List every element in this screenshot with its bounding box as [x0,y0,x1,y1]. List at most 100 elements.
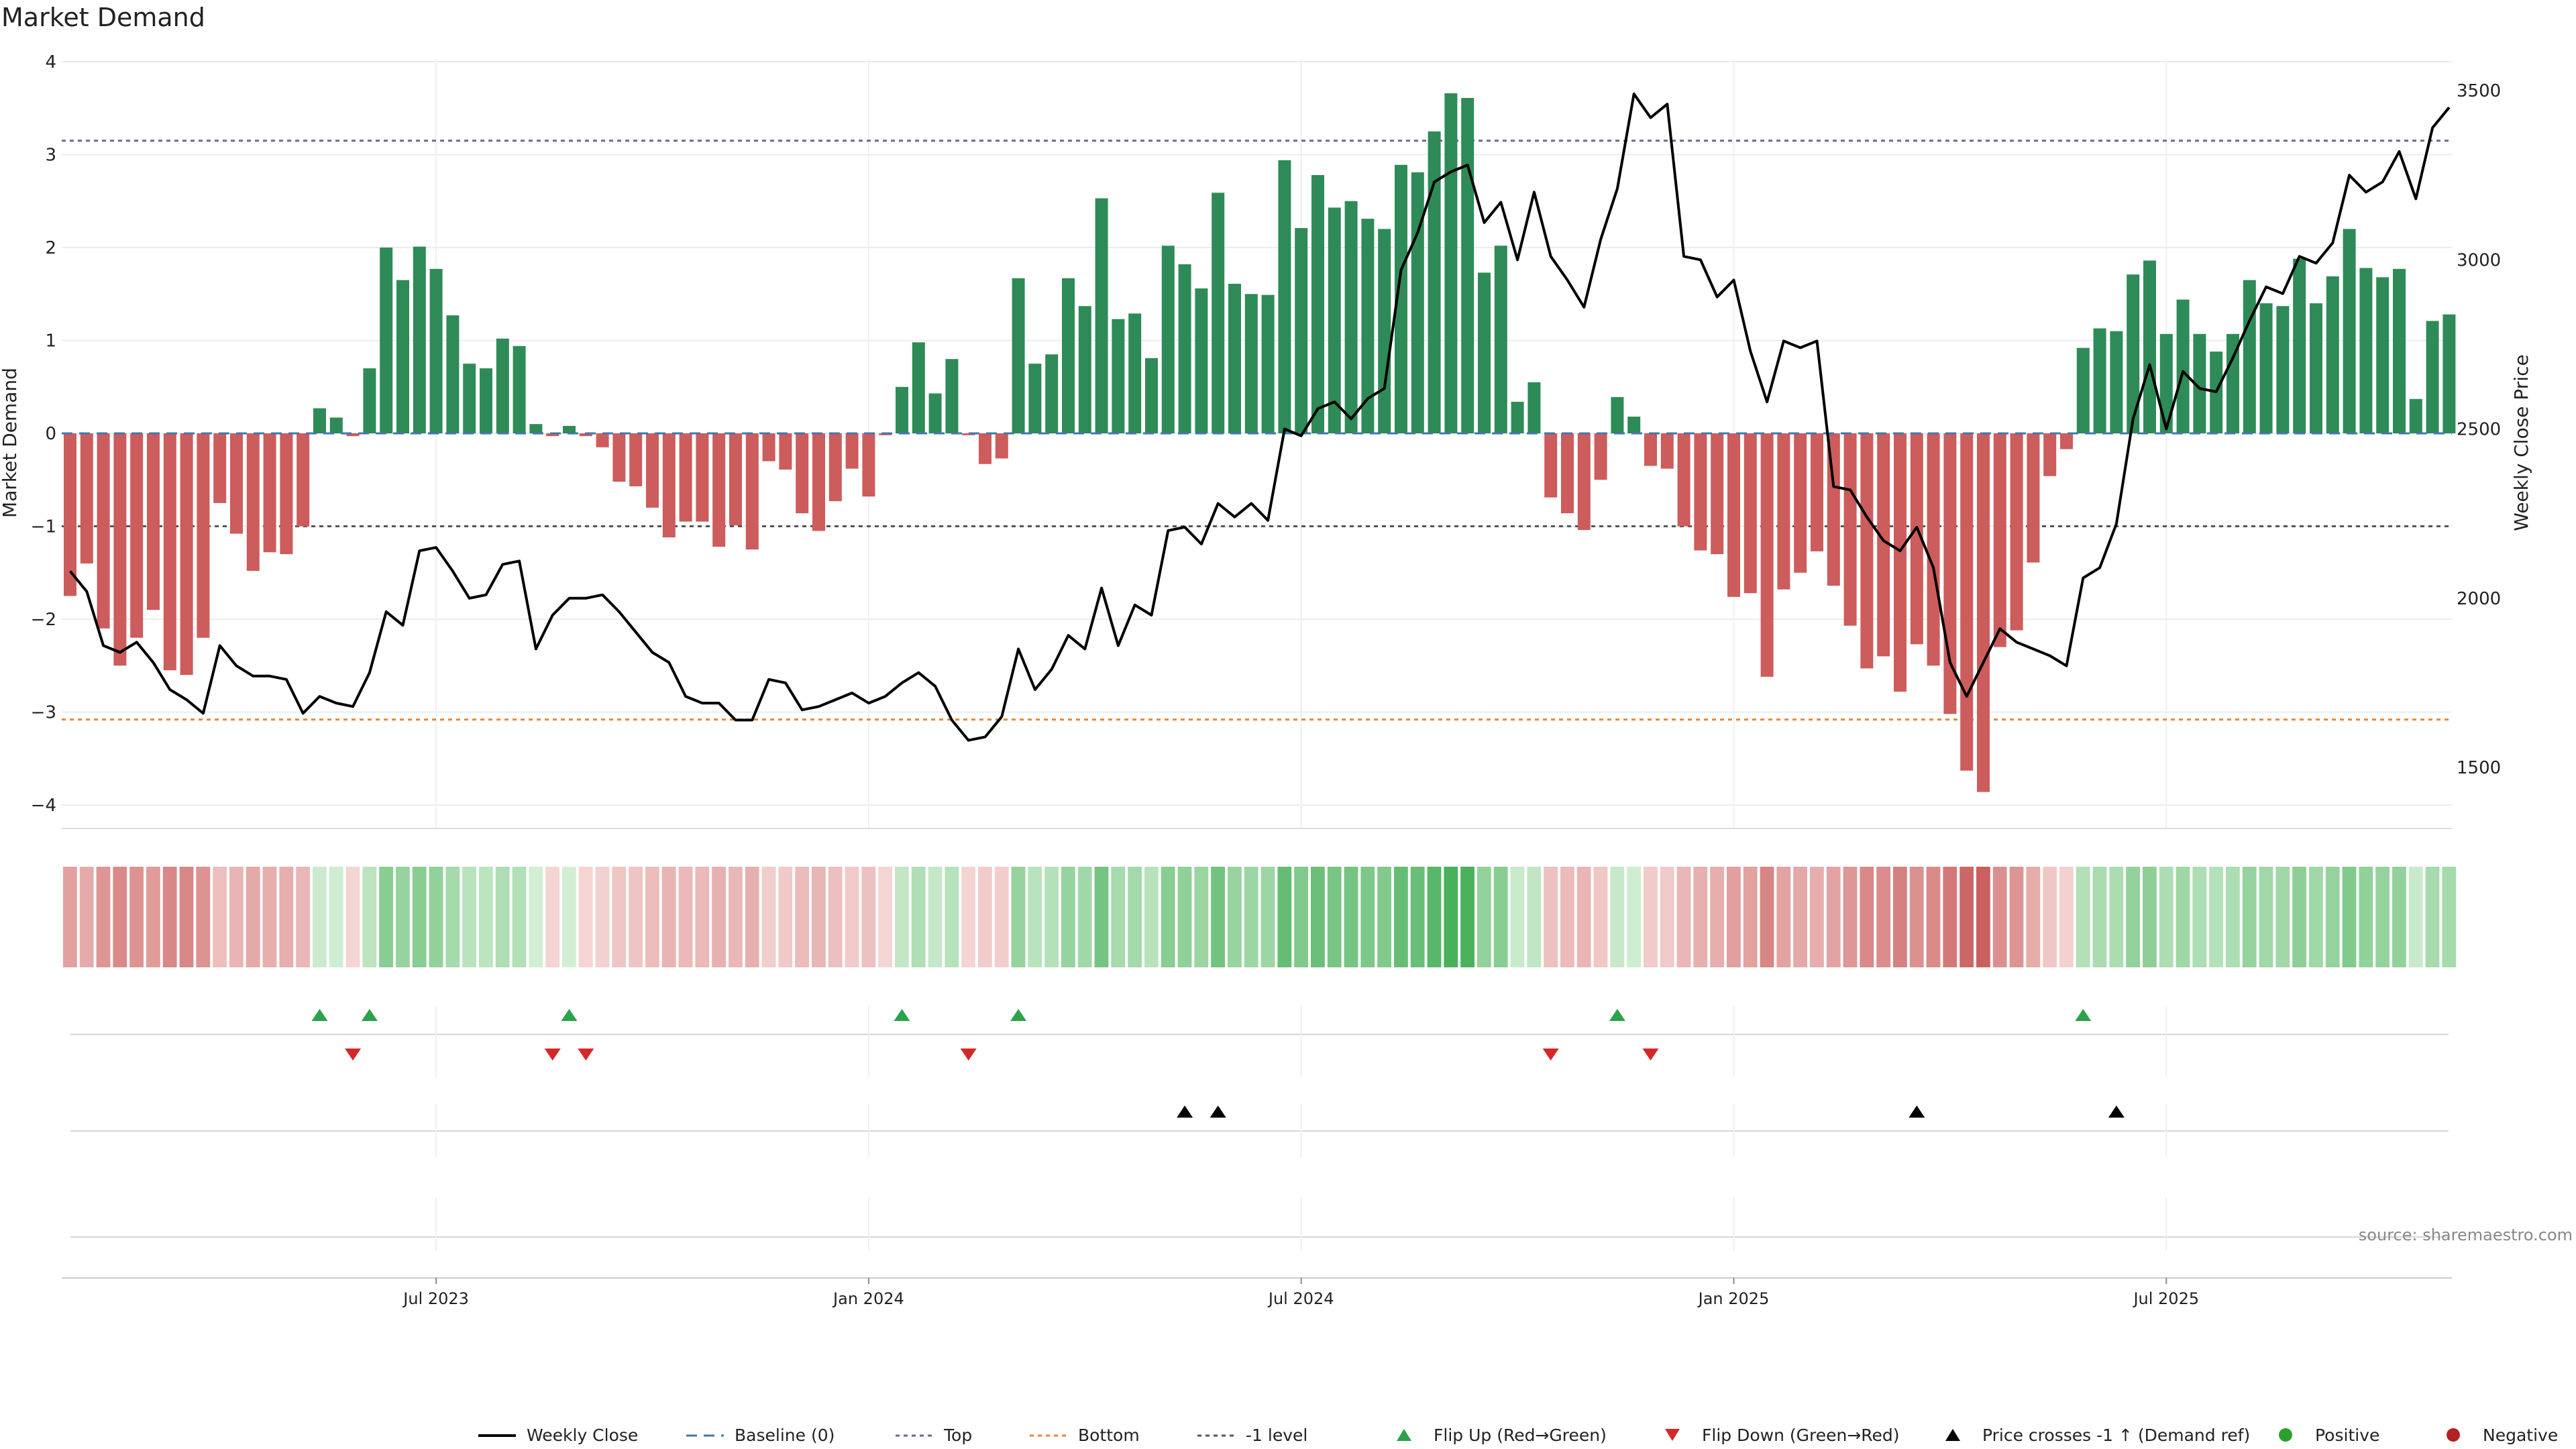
heat-cell [1311,867,1325,967]
demand-bar [2310,303,2322,433]
demand-bar [1743,433,1757,594]
x-tick-label: Jul 2024 [1267,1289,1334,1308]
heat-cell [1710,867,1724,967]
demand-bar [2243,280,2256,433]
flip-up-marker [561,1009,578,1021]
heat-cell [445,867,460,967]
demand-bar [1461,98,1474,433]
heat-cell [329,867,343,967]
heat-cell [928,867,943,967]
heat-cell [146,867,160,967]
demand-bar [979,433,991,464]
demand-bar [1112,319,1125,433]
heat-cell [1161,867,1175,967]
weekly-close-line [68,93,2451,742]
heat-cell [645,867,659,967]
demand-bar [1095,198,1108,433]
heat-cell [812,867,826,967]
demand-bar [2359,268,2373,433]
heat-cell [1128,867,1142,967]
heat-cell [895,867,909,967]
heat-cell [396,867,410,967]
flip-down-marker [544,1049,561,1061]
demand-bar [928,393,942,433]
legend-item-positive: Positive [2279,1426,2379,1445]
heat-cell [113,867,127,967]
heat-cell [1544,867,1558,967]
demand-bar [446,315,460,433]
heat-cell [1477,867,1491,967]
demand-bar [130,433,144,638]
demand-bar [1611,396,1624,433]
demand-bar [646,433,659,508]
heat-cell [1211,867,1225,967]
demand-bar [2110,331,2123,433]
demand-bar [1012,278,1025,433]
heat-cell [1410,867,1425,967]
y-tick-label: 3 [45,146,56,166]
legend-label: Negative [2483,1426,2558,1445]
heat-cell [1893,867,1907,967]
demand-bar [1644,433,1657,466]
demand-bar [2443,314,2456,433]
demand-bar [2060,433,2073,449]
demand-bar [2176,299,2190,433]
heat-cell [2009,867,2024,967]
demand-bar [2076,347,2090,433]
heat-cell [1960,867,1974,967]
heat-cell [1277,867,1292,967]
demand-bar [346,433,360,437]
demand-bar [197,433,210,638]
heat-cell [2176,867,2190,967]
demand-bar [313,408,326,433]
heat-cell [1077,867,1092,967]
legend-swatch [1397,1429,1411,1441]
x-axis-ticks: Jul 2023 Jan 2024 Jul 2024 Jan 2025 Jul 2025 [402,1278,2199,1308]
heat-cell [1427,867,1442,967]
demand-bar [1395,164,1407,434]
demand-bar [97,433,110,629]
heat-cell [1760,867,1774,967]
demand-bar [1478,272,1491,433]
heat-cell [1826,867,1841,967]
heat-cell [1460,867,1474,967]
legend-label: Bottom [1078,1426,1140,1445]
heat-cell [1510,867,1525,967]
legend-item-flipup: Flip Up (Red→Green) [1397,1426,1607,1445]
grid [62,59,2452,829]
demand-bar [396,280,409,433]
heat-cell [2275,867,2290,967]
legend-item-baseline: Baseline (0) [686,1426,835,1445]
demand-bar [2259,303,2273,433]
demand-bar [1561,433,1574,514]
demand-bar [1811,433,1823,551]
heat-cell [1294,867,1308,967]
heat-cell [845,867,859,967]
y-tick-label: −1 [31,517,56,537]
demand-bar [1511,401,1524,433]
demand-bar [2409,398,2422,433]
heat-cell [761,867,776,967]
heat-cell [1593,867,1608,967]
heat-cell [1094,867,1109,967]
heat-cell [279,867,294,967]
heat-cell [1527,867,1542,967]
heat-cell [578,867,593,967]
heat-cell [1444,867,1458,967]
demand-bar [2276,306,2290,433]
x-tick-label: Jul 2025 [2132,1289,2199,1308]
heat-cell [1976,867,1990,967]
demand-bar [280,433,293,555]
demand-bar [546,433,559,437]
demand-bar [2393,268,2406,433]
chart-title: Market Demand [1,3,205,32]
demand-bar [745,433,759,550]
demand-bar [263,433,276,553]
flip-down-marker [1642,1049,1659,1061]
demand-bar [180,433,193,676]
demand-bar [2010,433,2023,631]
heat-cell [695,867,710,967]
demand-bar [1544,433,1558,498]
demand-bar [2376,277,2390,433]
demand-bar [1960,433,1974,771]
